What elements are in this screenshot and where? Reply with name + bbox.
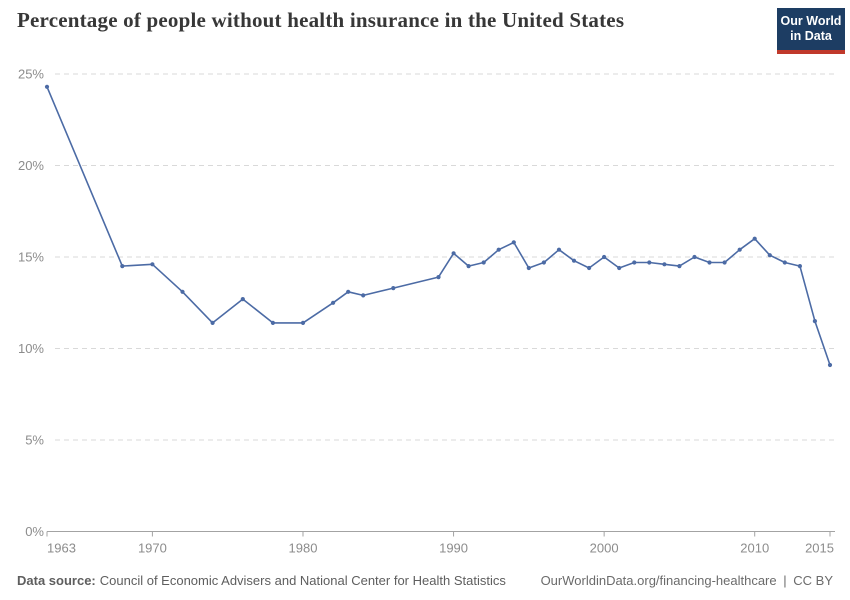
data-source-note: Data source: Council of Economic Advisers… <box>17 573 506 588</box>
x-axis: 1963 1970 1980 1990 2000 2010 2015 <box>46 531 834 556</box>
data-point <box>391 286 396 291</box>
chart-footer: Data source: Council of Economic Advisers… <box>17 573 833 588</box>
data-point <box>812 319 818 324</box>
license-badge: CC BY <box>793 573 833 588</box>
y-tick-label: 15% <box>18 250 44 265</box>
data-point <box>240 297 245 302</box>
x-tick-label: 1980 <box>289 541 318 556</box>
data-point <box>541 260 547 265</box>
y-tick-label: 20% <box>18 158 44 173</box>
data-point <box>270 320 275 325</box>
y-tick-label: 5% <box>25 433 44 448</box>
data-point <box>346 289 351 294</box>
owid-logo[interactable]: Our World in Data <box>777 8 845 54</box>
data-point <box>722 260 727 265</box>
y-tick-label: 25% <box>18 67 44 82</box>
data-source-label: Data source: <box>17 573 96 588</box>
data-point <box>496 247 501 252</box>
data-point <box>44 84 50 89</box>
data-point <box>617 265 622 271</box>
data-point <box>602 254 607 260</box>
data-point <box>150 262 155 267</box>
data-point <box>767 253 772 258</box>
data-point <box>361 293 366 298</box>
y-tick-label: 0% <box>25 524 44 539</box>
data-point <box>632 260 637 265</box>
y-tick-label: 10% <box>18 341 44 356</box>
owid-logo-line2: in Data <box>790 29 832 43</box>
data-point <box>662 262 667 267</box>
x-tick-label: 1970 <box>138 541 167 556</box>
data-point <box>451 251 456 256</box>
data-point <box>331 300 336 305</box>
data-source-text: Council of Economic Advisers and Nationa… <box>99 573 506 588</box>
data-point <box>647 260 652 265</box>
data-point <box>571 258 577 263</box>
y-axis: 0% 5% 10% 15% 20% 25% <box>18 67 835 539</box>
data-point <box>556 247 562 252</box>
data-point <box>692 254 697 260</box>
data-point <box>782 260 787 265</box>
data-point <box>737 247 742 252</box>
data-point <box>707 260 712 265</box>
data-point <box>436 275 441 280</box>
data-point <box>526 265 531 271</box>
x-tick-label: 2000 <box>590 541 619 556</box>
owid-url-link[interactable]: OurWorldinData.org/financing-healthcare <box>540 573 777 588</box>
data-point <box>210 320 215 325</box>
data-point <box>511 240 516 245</box>
footer-separator: | <box>783 573 787 588</box>
footer-credit: OurWorldinData.org/financing-healthcare … <box>541 573 833 588</box>
data-point <box>797 264 803 269</box>
series-line <box>46 86 831 366</box>
data-point <box>180 289 185 294</box>
x-tick-label: 1990 <box>439 541 468 556</box>
data-point <box>587 265 592 271</box>
data-point <box>300 320 306 325</box>
x-tick-label: 1963 <box>47 541 76 556</box>
data-point <box>481 260 486 265</box>
data-point <box>466 264 471 269</box>
x-tick-label: 2015 <box>805 541 834 556</box>
data-point <box>120 264 125 269</box>
data-point <box>752 236 757 241</box>
chart-title: Percentage of people without health insu… <box>17 8 625 32</box>
data-point <box>677 264 682 269</box>
data-series <box>44 84 833 368</box>
x-tick-label: 2010 <box>740 541 769 556</box>
owid-logo-line1: Our World <box>780 14 842 28</box>
data-point <box>827 362 833 368</box>
